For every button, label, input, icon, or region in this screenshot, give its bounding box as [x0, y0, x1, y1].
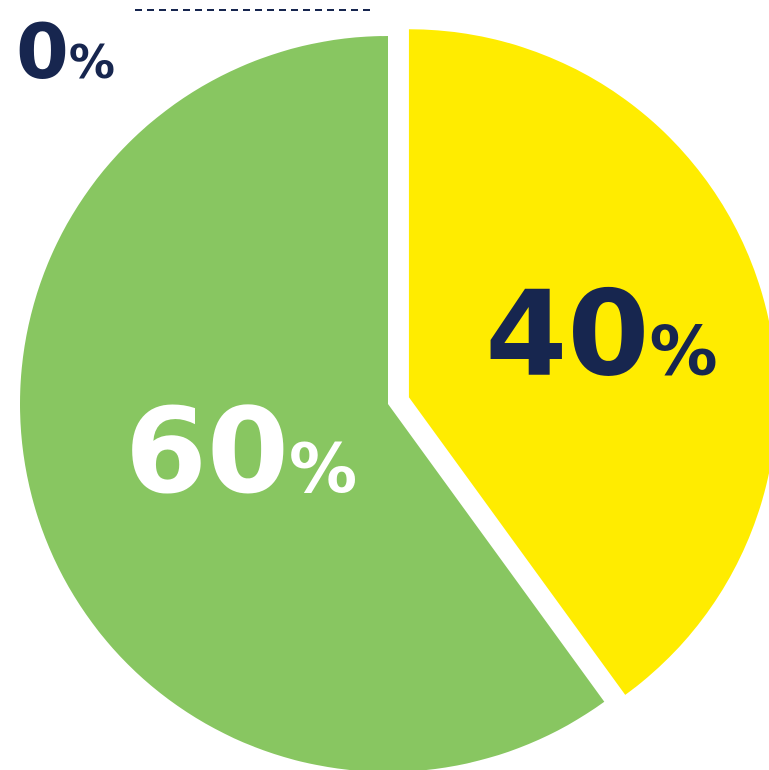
pie-slice-label-60: 60%: [125, 382, 357, 520]
annotation-zero-percent: 0%: [16, 7, 115, 96]
pie-slice-40: [408, 29, 769, 695]
annotation-number: 0: [16, 7, 69, 96]
pie-slice-labels: 40% 60%: [125, 265, 718, 520]
pie-slice-60: [20, 36, 605, 770]
annotation-unit: %: [69, 35, 115, 89]
pie-slice-label-40: 40%: [485, 265, 717, 403]
pie-slices: [20, 29, 769, 770]
